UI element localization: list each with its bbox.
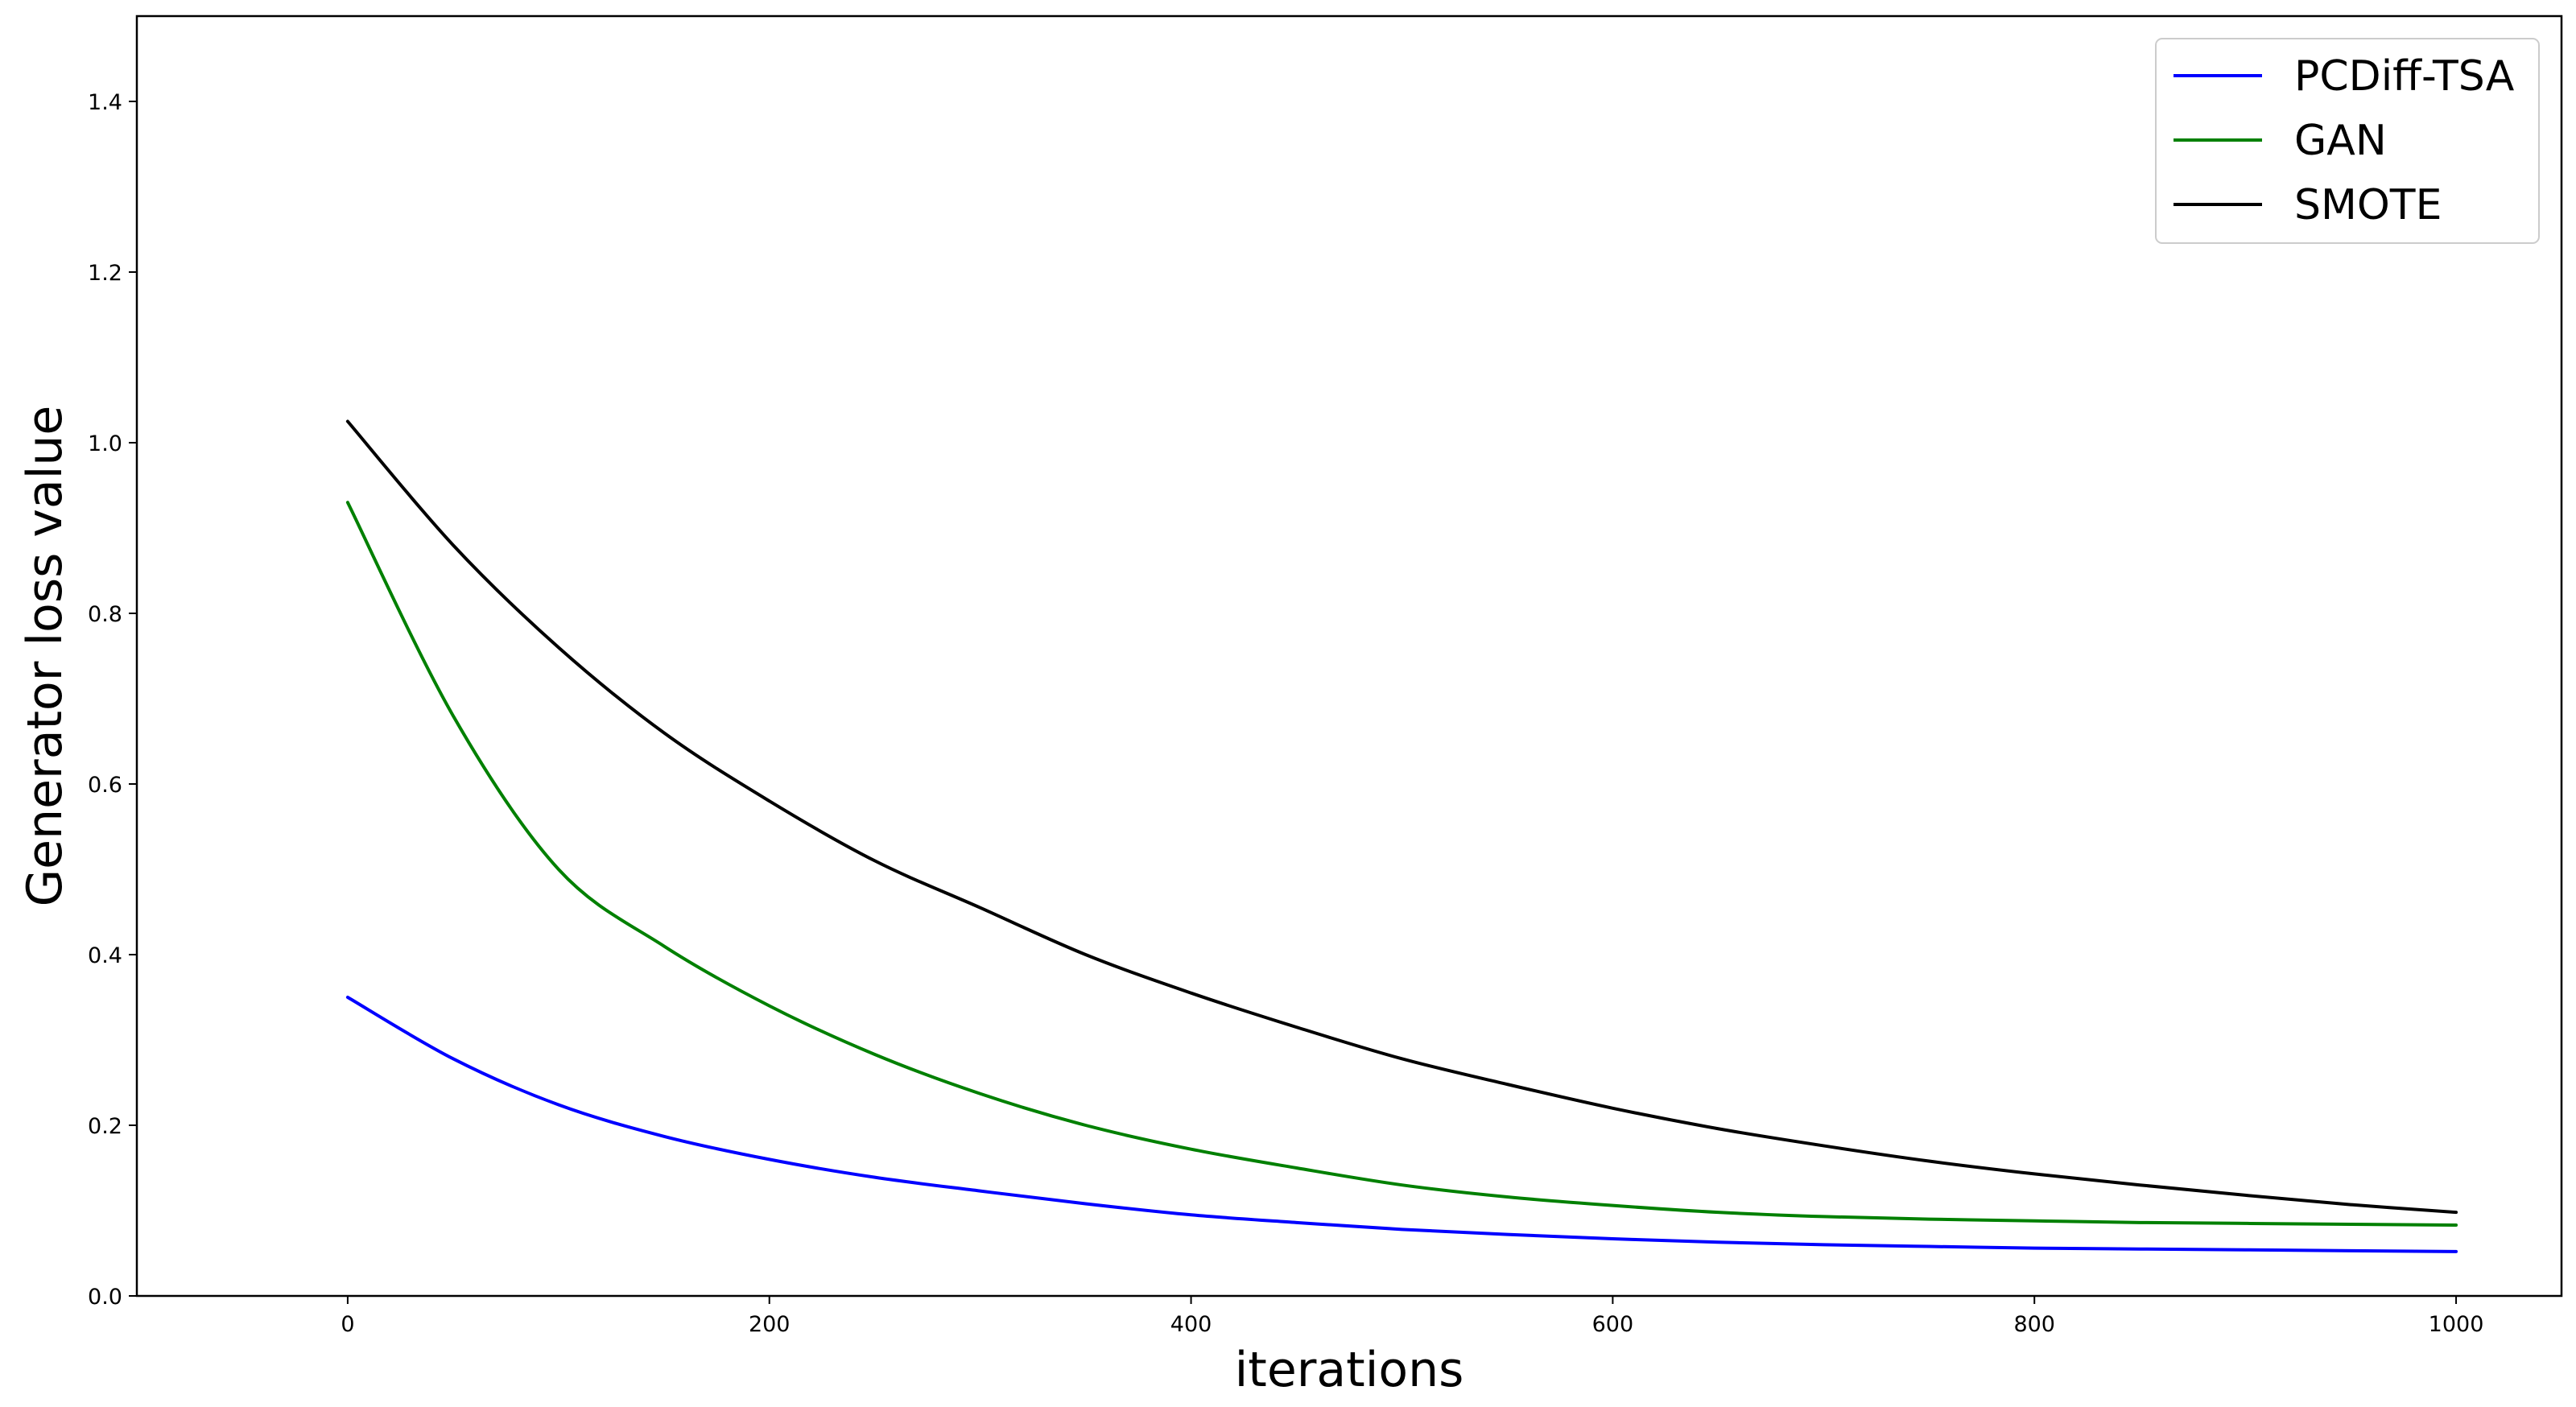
x-axis-title: iterations — [1235, 1342, 1464, 1398]
x-tick-label: 0 — [341, 1312, 354, 1337]
series-line-pcdiff-tsa — [345, 996, 2458, 1253]
legend-label: PCDiff-TSA — [2294, 52, 2515, 101]
y-tick-label: 0.4 — [88, 943, 122, 968]
legend-box — [2155, 38, 2540, 244]
y-tick-label: 1.2 — [88, 261, 122, 286]
plot-frame — [135, 14, 2563, 1298]
legend: PCDiff-TSA GAN SMOTE — [2155, 38, 2540, 244]
y-tick-label: 0.8 — [88, 602, 122, 627]
y-axis-title: Generator loss value — [17, 406, 73, 907]
x-tick-label: 400 — [1170, 1312, 1212, 1337]
y-tick-label: 1.4 — [88, 90, 122, 115]
x-tick-label: 1000 — [2429, 1312, 2484, 1337]
y-tick-label: 0.2 — [88, 1114, 122, 1139]
x-axis-ticks: 0 200 400 600 800 1000 — [341, 1296, 2483, 1337]
y-tick-label: 0.6 — [88, 773, 122, 798]
y-tick-label: 0.0 — [88, 1285, 122, 1310]
series-line-gan — [345, 501, 2458, 1228]
x-tick-label: 800 — [2013, 1312, 2055, 1337]
y-tick-label: 1.0 — [88, 431, 122, 456]
legend-label: GAN — [2294, 117, 2387, 165]
legend-label: SMOTE — [2294, 181, 2442, 229]
series-line-smote — [345, 419, 2458, 1215]
y-axis-ticks: 0.0 0.2 0.4 0.6 0.8 1.0 1.2 1.4 — [88, 90, 137, 1310]
series-layer — [345, 419, 2458, 1253]
x-tick-label: 200 — [749, 1312, 791, 1337]
x-tick-label: 600 — [1592, 1312, 1634, 1337]
